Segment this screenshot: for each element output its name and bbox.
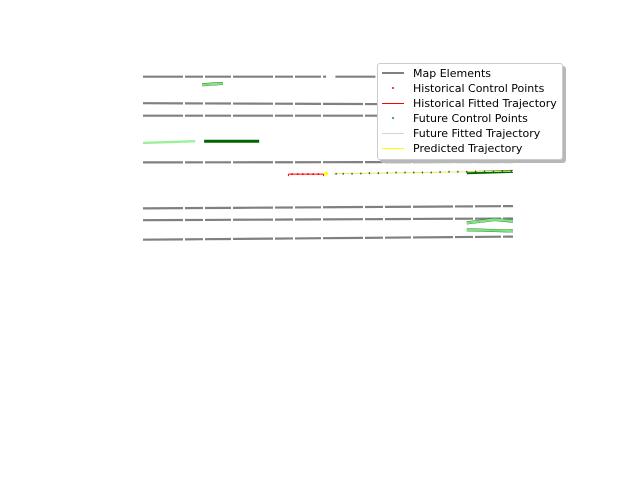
legend-item-future-fitted-trajectory: Future Fitted Trajectory bbox=[378, 126, 562, 141]
legend-item-future-control-points: Future Control Points bbox=[378, 111, 562, 126]
legend-key-predicted-trajectory bbox=[382, 141, 404, 156]
historical-control-point bbox=[317, 173, 320, 176]
legend-item-predicted-trajectory: Predicted Trajectory bbox=[378, 141, 562, 156]
predicted-trajectory bbox=[333, 170, 514, 175]
legend: Map Elements Historical Control Points H… bbox=[377, 63, 563, 160]
legend-label: Historical Control Points bbox=[413, 82, 545, 95]
map-agent-track bbox=[142, 140, 196, 145]
legend-label: Future Control Points bbox=[413, 112, 528, 125]
legend-label: Historical Fitted Trajectory bbox=[413, 97, 557, 110]
legend-key-historical-fitted-trajectory bbox=[382, 96, 404, 111]
legend-label: Predicted Trajectory bbox=[413, 142, 523, 155]
historical-control-point bbox=[312, 173, 315, 176]
map-agent-track bbox=[466, 218, 514, 225]
trajectory-layer bbox=[287, 170, 514, 177]
legend-key-historical-control-points bbox=[382, 81, 404, 96]
legend-label: Future Fitted Trajectory bbox=[413, 127, 541, 140]
current-position-marker bbox=[324, 171, 329, 176]
legend-label: Map Elements bbox=[413, 67, 491, 80]
legend-key-future-fitted-trajectory bbox=[382, 126, 404, 141]
map-agent-track bbox=[202, 82, 223, 86]
historical-control-point bbox=[296, 173, 299, 176]
map-lane-line bbox=[142, 235, 514, 241]
legend-key-map-elements bbox=[382, 66, 404, 81]
map-agent-track bbox=[466, 228, 514, 233]
map-lane-line bbox=[142, 205, 514, 210]
legend-key-future-control-points bbox=[382, 111, 404, 126]
legend-item-historical-fitted-trajectory: Historical Fitted Trajectory bbox=[378, 96, 562, 111]
historical-control-point bbox=[307, 173, 309, 176]
historical-control-point bbox=[291, 173, 294, 176]
legend-item-map-elements: Map Elements bbox=[378, 66, 562, 81]
legend-item-historical-control-points: Historical Control Points bbox=[378, 81, 562, 96]
map-lane-line bbox=[142, 217, 514, 222]
historical-control-point bbox=[301, 173, 304, 176]
